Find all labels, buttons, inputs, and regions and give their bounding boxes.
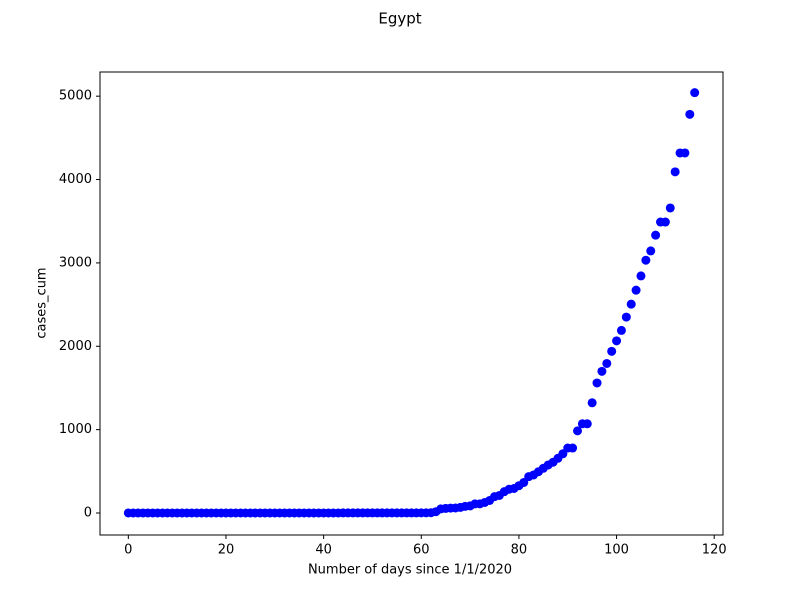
data-point	[665, 203, 675, 213]
data-point	[612, 336, 622, 346]
y-tick-label: 5000	[59, 89, 92, 104]
data-point	[607, 346, 617, 356]
data-point	[568, 443, 578, 453]
x-tick-label: 20	[218, 543, 235, 558]
data-point	[631, 285, 641, 295]
plot-frame	[99, 71, 724, 536]
data-point	[651, 230, 661, 240]
y-tick-label: 1000	[59, 422, 92, 437]
data-point	[582, 419, 592, 429]
data-point	[573, 426, 583, 436]
data-point	[660, 217, 670, 227]
y-tick-label: 4000	[59, 172, 92, 187]
chart-title: Egypt	[378, 10, 421, 28]
y-tick-label: 0	[84, 505, 92, 520]
data-point	[592, 378, 602, 388]
data-point	[680, 148, 690, 158]
y-tick-label: 3000	[59, 255, 92, 270]
x-tick-label: 60	[413, 543, 430, 558]
data-point	[616, 325, 626, 335]
data-point	[670, 167, 680, 177]
x-tick-label: 120	[702, 543, 727, 558]
x-tick-label: 40	[315, 543, 332, 558]
x-axis-label: Number of days since 1/1/2020	[308, 563, 512, 578]
data-point	[597, 366, 607, 376]
data-point	[621, 312, 631, 322]
y-axis-label: cases_cum	[35, 267, 50, 338]
x-tick-label: 80	[511, 543, 528, 558]
y-tick-label: 2000	[59, 339, 92, 354]
data-point	[602, 358, 612, 368]
data-point	[646, 246, 656, 256]
data-point	[685, 109, 695, 119]
data-point	[641, 255, 651, 265]
x-tick-label: 100	[604, 543, 629, 558]
data-point	[587, 398, 597, 408]
data-point	[690, 88, 700, 98]
data-point	[626, 299, 636, 309]
x-tick-label: 0	[124, 543, 132, 558]
data-point	[636, 271, 646, 281]
